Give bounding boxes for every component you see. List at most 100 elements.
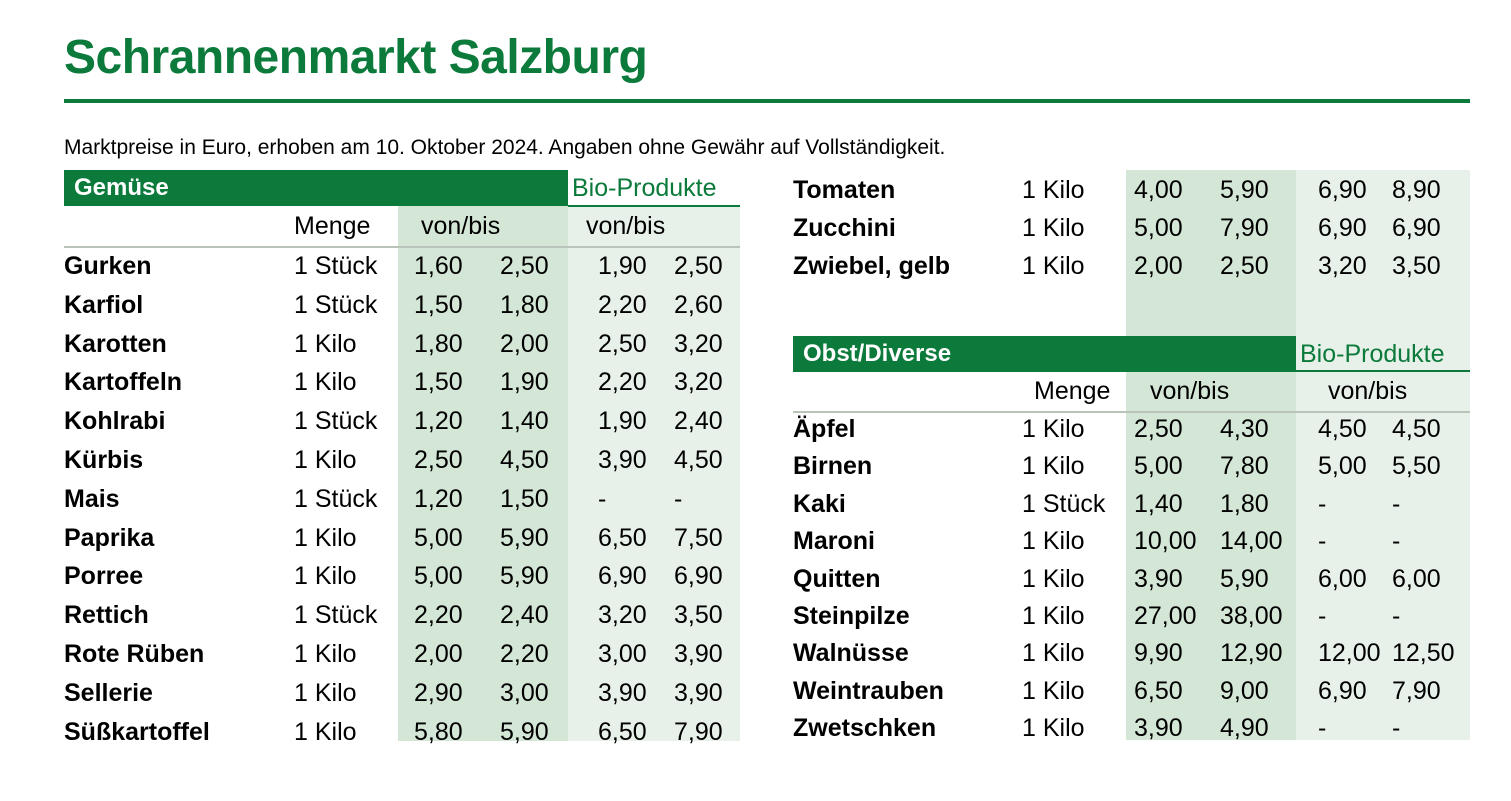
price-to: 2,00: [500, 329, 549, 358]
obst-menge-header: Menge: [1034, 377, 1111, 405]
bio-price-to: 6,90: [674, 562, 723, 591]
quantity-unit: 1 Kilo: [1022, 639, 1085, 668]
quantity-unit: 1 Stück: [294, 601, 378, 630]
price-from: 9,90: [1134, 639, 1183, 668]
quantity-unit: 1 Stück: [294, 290, 378, 319]
product-name: Zucchini: [793, 214, 896, 242]
bio-price-from: 6,50: [598, 717, 647, 746]
bio-price-to: 2,40: [674, 407, 723, 436]
gemuese-section-label: Gemüse: [74, 174, 169, 201]
product-name: Maroni: [793, 527, 875, 556]
bio-price-to: 2,60: [674, 290, 723, 319]
quantity-unit: 1 Kilo: [1022, 176, 1085, 204]
bio-price-to: 3,20: [674, 368, 723, 397]
bio-price-to: 6,00: [1392, 564, 1441, 593]
bio-price-to: 7,90: [1392, 676, 1441, 705]
quantity-unit: 1 Stück: [294, 252, 378, 280]
bio-price-from: 3,20: [598, 601, 647, 630]
bio-price-from: 5,00: [1318, 452, 1367, 481]
price-to: 2,50: [500, 252, 549, 280]
title-rule: [64, 99, 1470, 103]
bio-price-to: 12,50: [1392, 639, 1455, 668]
price-from: 2,00: [414, 640, 463, 668]
price-to: 14,00: [1220, 527, 1283, 556]
product-name: Kohlrabi: [64, 407, 166, 436]
obst-section-label: Obst/Diverse: [803, 340, 952, 367]
bio-price-to: 8,90: [1392, 176, 1441, 204]
bio-price-to: -: [1392, 489, 1401, 518]
quantity-unit: 1 Kilo: [294, 678, 357, 707]
obst-bio-underline: [1296, 370, 1470, 372]
gemuese-price-shade: [398, 205, 568, 741]
quantity-unit: 1 Kilo: [1022, 564, 1085, 593]
quantity-unit: 1 Kilo: [294, 562, 357, 591]
obst-bio-label: Bio-Produkte: [1300, 340, 1445, 368]
price-to: 4,90: [1220, 714, 1269, 743]
subtitle: Marktpreise in Euro, erhoben am 10. Okto…: [64, 136, 946, 159]
bio-price-to: 3,50: [674, 601, 723, 630]
product-name: Steinpilze: [793, 602, 910, 630]
price-to: 5,90: [500, 562, 549, 591]
product-name: Kürbis: [64, 446, 144, 474]
price-to: 5,90: [500, 523, 549, 552]
bio-price-to: 7,90: [674, 717, 723, 746]
quantity-unit: 1 Stück: [1022, 489, 1106, 518]
product-name: Gurken: [64, 252, 152, 280]
price-from: 5,00: [1134, 452, 1183, 481]
bio-price-from: 4,50: [1318, 415, 1367, 443]
price-to: 7,90: [1220, 214, 1269, 242]
quantity-unit: 1 Kilo: [294, 329, 357, 358]
bio-price-from: 6,50: [598, 523, 647, 552]
price-from: 2,90: [414, 678, 463, 707]
bio-price-from: 1,90: [598, 252, 647, 280]
bio-price-from: 2,20: [598, 368, 647, 397]
bio-price-from: 1,90: [598, 407, 647, 436]
bio-price-to: 5,50: [1392, 452, 1441, 481]
price-to: 5,90: [1220, 564, 1269, 593]
bio-price-to: -: [1392, 714, 1401, 743]
bio-price-from: 6,90: [1318, 676, 1367, 705]
price-from: 1,50: [414, 290, 463, 319]
quantity-unit: 1 Kilo: [294, 446, 357, 474]
bio-price-to: 4,50: [674, 446, 723, 474]
price-to: 12,90: [1220, 639, 1283, 668]
bio-price-from: 6,90: [1318, 176, 1367, 204]
gemuese-bio-range-header: von/bis: [586, 212, 666, 240]
price-to: 9,00: [1220, 676, 1269, 705]
price-to: 1,90: [500, 368, 549, 397]
product-name: Tomaten: [793, 176, 896, 204]
product-name: Karotten: [64, 329, 167, 358]
product-name: Paprika: [64, 523, 155, 552]
page-title: Schrannenmarkt Salzburg: [64, 31, 648, 84]
product-name: Quitten: [793, 564, 881, 593]
price-to: 2,40: [500, 601, 549, 630]
gemuese-bio-label: Bio-Produkte: [572, 174, 717, 202]
bio-price-to: 3,90: [674, 640, 723, 668]
price-from: 5,00: [1134, 214, 1183, 242]
product-name: Zwetschken: [793, 714, 937, 743]
bio-price-from: -: [1318, 602, 1327, 630]
bio-price-from: 6,00: [1318, 564, 1367, 593]
price-from: 1,60: [414, 252, 463, 280]
price-to: 7,80: [1220, 452, 1269, 481]
price-from: 2,50: [1134, 415, 1183, 443]
product-name: Rettich: [64, 601, 149, 630]
obst-header-divider: [793, 411, 1470, 413]
price-from: 3,90: [1134, 564, 1183, 593]
quantity-unit: 1 Kilo: [294, 640, 357, 668]
price-to: 5,90: [1220, 176, 1269, 204]
price-from: 10,00: [1134, 527, 1197, 556]
price-from: 2,00: [1134, 252, 1183, 280]
price-from: 5,00: [414, 523, 463, 552]
price-from: 27,00: [1134, 602, 1197, 630]
bio-price-from: 3,20: [1318, 252, 1367, 280]
quantity-unit: 1 Kilo: [1022, 452, 1085, 481]
bio-price-from: -: [1318, 489, 1327, 518]
bio-price-to: 7,50: [674, 523, 723, 552]
price-from: 1,20: [414, 484, 463, 513]
price-to: 5,90: [500, 717, 549, 746]
quantity-unit: 1 Kilo: [1022, 714, 1085, 743]
price-from: 3,90: [1134, 714, 1183, 743]
price-from: 1,50: [414, 368, 463, 397]
price-to: 38,00: [1220, 602, 1283, 630]
